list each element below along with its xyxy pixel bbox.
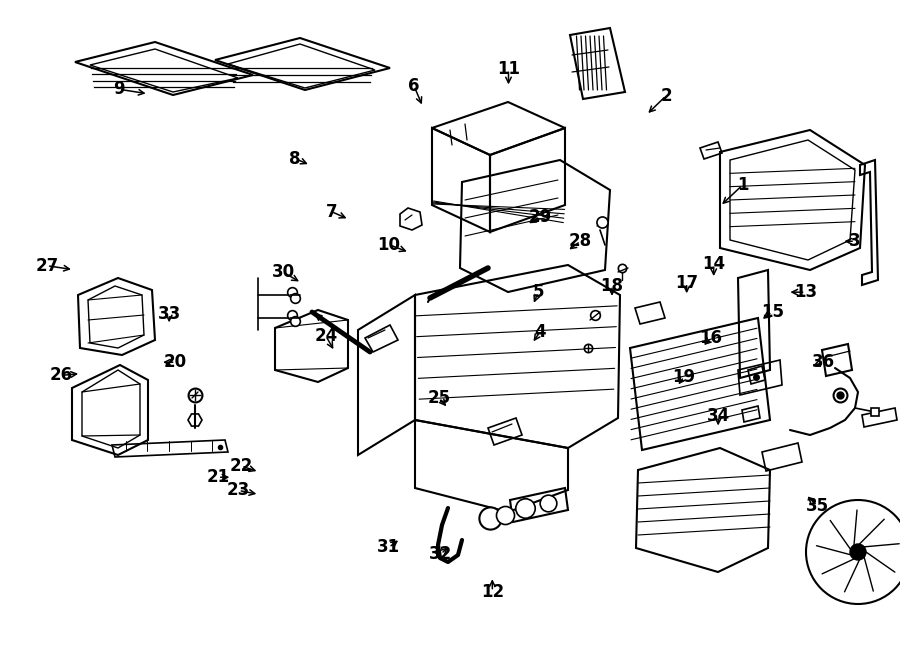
Text: 31: 31	[377, 538, 400, 557]
Circle shape	[806, 500, 900, 604]
Text: 34: 34	[706, 407, 730, 426]
Text: 23: 23	[227, 481, 250, 500]
Text: 20: 20	[164, 353, 187, 371]
Text: 14: 14	[702, 255, 725, 274]
Text: 1: 1	[737, 176, 748, 194]
Text: 24: 24	[314, 327, 338, 345]
Text: 30: 30	[272, 263, 295, 282]
Text: 35: 35	[806, 496, 829, 515]
Text: 13: 13	[794, 283, 817, 301]
Text: 19: 19	[672, 368, 696, 386]
Text: 17: 17	[675, 274, 698, 292]
Text: 10: 10	[377, 235, 400, 254]
Text: 5: 5	[533, 283, 544, 301]
Text: 8: 8	[290, 149, 301, 168]
Text: 16: 16	[699, 329, 723, 348]
Text: 6: 6	[409, 77, 419, 95]
Text: 18: 18	[600, 276, 624, 295]
Text: 2: 2	[661, 87, 671, 105]
Text: 27: 27	[35, 256, 58, 275]
Text: 4: 4	[535, 323, 545, 341]
Text: 28: 28	[569, 232, 592, 251]
Text: 36: 36	[812, 353, 835, 371]
Text: 7: 7	[326, 202, 337, 221]
Text: 21: 21	[206, 468, 230, 486]
Text: 12: 12	[481, 582, 504, 601]
Text: 33: 33	[158, 305, 181, 323]
Text: 26: 26	[50, 366, 73, 385]
Text: 29: 29	[528, 208, 552, 226]
Text: 22: 22	[230, 457, 253, 475]
Text: 25: 25	[428, 389, 451, 407]
Text: 32: 32	[429, 545, 453, 563]
Text: 9: 9	[113, 80, 124, 98]
Circle shape	[850, 544, 866, 560]
Text: 11: 11	[497, 60, 520, 79]
Text: 15: 15	[760, 303, 784, 321]
Text: 3: 3	[850, 232, 860, 251]
